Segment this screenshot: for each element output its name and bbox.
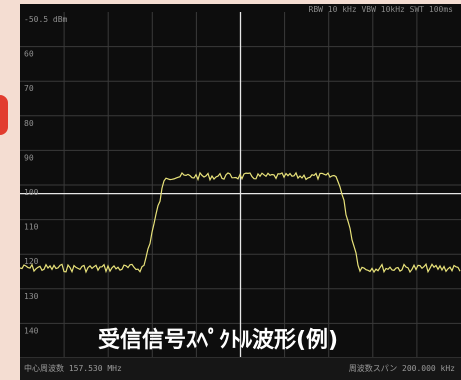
y-tick-label: 140 xyxy=(24,326,39,335)
top-readout: RBW 10 kHz VBW 10kHz SWT 100ms xyxy=(308,5,454,14)
y-tick-label: 80 xyxy=(24,119,34,128)
spectrum-plot: -50.5 dBm 60 70 80 90 100 110 120 130 140 xyxy=(20,12,461,358)
spectrum-display: RBW 10 kHz VBW 10kHz SWT 100ms -50.5 dBm… xyxy=(20,4,461,380)
y-tick-label: 70 xyxy=(24,84,34,93)
y-tick-label: 60 xyxy=(24,50,34,59)
side-marker xyxy=(0,95,8,135)
frequency-span-readout: 周波数スパン 200.000 kHz xyxy=(348,364,455,373)
status-bar: 中心周波数 157.530 MHz 周波数スパン 200.000 kHz xyxy=(20,357,461,380)
spectrum-plot-area: -50.5 dBm 60 70 80 90 100 110 120 130 140 xyxy=(20,12,461,358)
spectrum-caption: 受信信号ｽﾍﾟｸﾄﾙ波形(例) xyxy=(98,328,339,353)
y-tick-label: 100 xyxy=(24,188,39,197)
y-tick-label: 110 xyxy=(24,223,39,232)
y-tick-label: 130 xyxy=(24,292,39,301)
y-tick-label: 120 xyxy=(24,257,39,266)
center-frequency-readout: 中心周波数 157.530 MHz xyxy=(24,364,122,373)
y-tick-label: 90 xyxy=(24,153,34,162)
reference-level-label: -50.5 dBm xyxy=(24,15,68,24)
spectrum-trace xyxy=(20,171,461,274)
